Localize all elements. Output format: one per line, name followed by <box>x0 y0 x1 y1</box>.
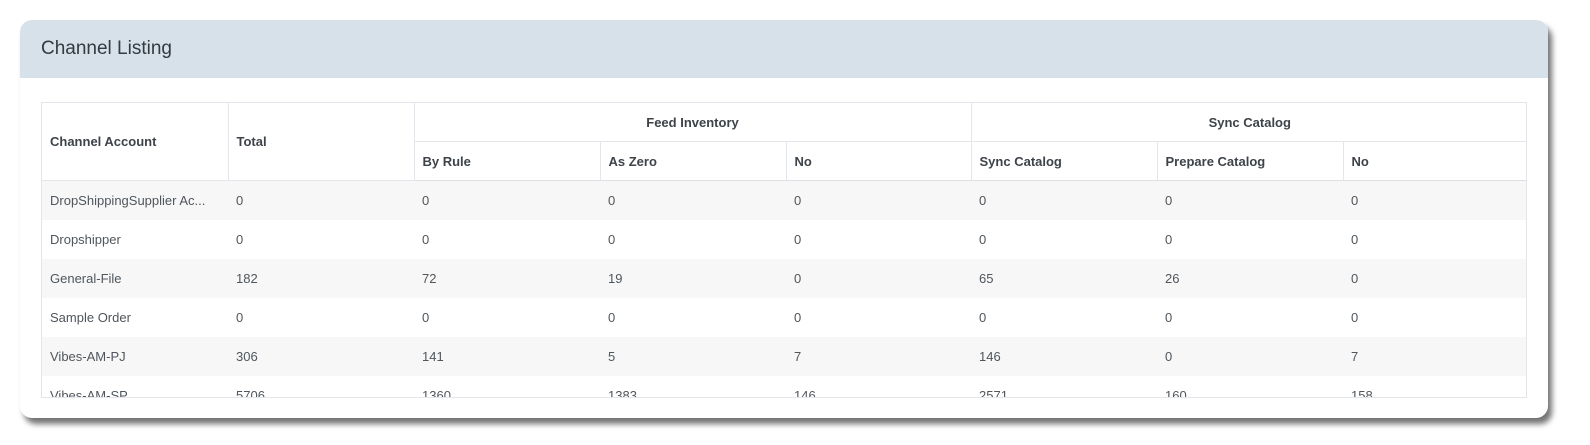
cell-sync-no: 7 <box>1343 337 1526 376</box>
table-row[interactable]: Vibes-AM-PJ 306 141 5 7 146 0 7 <box>42 337 1526 376</box>
cell-sync-no: 0 <box>1343 220 1526 259</box>
table-row[interactable]: Dropshipper 0 0 0 0 0 0 0 <box>42 220 1526 259</box>
cell-sync-no: 0 <box>1343 180 1526 220</box>
column-header-sync-no[interactable]: No <box>1343 141 1526 181</box>
card-title: Channel Listing <box>41 38 172 59</box>
column-header-channel-account[interactable]: Channel Account <box>42 103 229 181</box>
cell-feed-no: 0 <box>786 220 972 259</box>
table-header: Channel Account Total Feed Inventory Syn… <box>42 103 1526 181</box>
cell-prepare-catalog: 160 <box>1157 376 1344 397</box>
table-body: DropShippingSupplier Ac... 0 0 0 0 0 0 0… <box>42 180 1526 397</box>
cell-feed-no: 0 <box>786 259 972 298</box>
column-header-prepare-catalog[interactable]: Prepare Catalog <box>1157 141 1344 181</box>
cell-prepare-catalog: 26 <box>1157 259 1344 298</box>
cell-sync-catalog: 2571 <box>971 376 1158 397</box>
cell-sync-no: 158 <box>1343 376 1526 397</box>
cell-as-zero: 0 <box>600 298 786 337</box>
cell-prepare-catalog: 0 <box>1157 180 1344 220</box>
cell-total: 306 <box>228 337 414 376</box>
channel-table-container[interactable]: Channel Account Total Feed Inventory Syn… <box>41 102 1527 398</box>
cell-by-rule: 0 <box>414 180 600 220</box>
cell-sync-catalog: 65 <box>971 259 1158 298</box>
cell-prepare-catalog: 0 <box>1157 298 1344 337</box>
cell-feed-no: 146 <box>786 376 972 397</box>
channel-listing-card: Channel Listing Channel Account Total Fe… <box>20 20 1548 418</box>
cell-by-rule: 1360 <box>414 376 600 397</box>
table-row[interactable]: DropShippingSupplier Ac... 0 0 0 0 0 0 0 <box>42 180 1526 220</box>
group-header-feed-inventory: Feed Inventory <box>414 103 972 142</box>
column-header-by-rule[interactable]: By Rule <box>414 141 601 181</box>
cell-feed-no: 0 <box>786 180 972 220</box>
cell-channel: Vibes-AM-SP <box>42 376 228 397</box>
cell-channel: DropShippingSupplier Ac... <box>42 180 228 220</box>
cell-by-rule: 72 <box>414 259 600 298</box>
channel-table: Channel Account Total Feed Inventory Syn… <box>42 103 1526 397</box>
cell-sync-catalog: 0 <box>971 220 1158 259</box>
cell-total: 0 <box>228 220 414 259</box>
cell-sync-no: 0 <box>1343 298 1526 337</box>
cell-sync-catalog: 0 <box>971 298 1158 337</box>
cell-by-rule: 141 <box>414 337 600 376</box>
group-header-sync-catalog: Sync Catalog <box>971 103 1526 142</box>
column-header-total[interactable]: Total <box>228 103 415 181</box>
cell-sync-catalog: 0 <box>971 180 1158 220</box>
cell-total: 5706 <box>228 376 414 397</box>
cell-by-rule: 0 <box>414 298 600 337</box>
cell-by-rule: 0 <box>414 220 600 259</box>
cell-channel: Dropshipper <box>42 220 228 259</box>
table-row[interactable]: Vibes-AM-SP 5706 1360 1383 146 2571 160 … <box>42 376 1526 397</box>
cell-prepare-catalog: 0 <box>1157 220 1344 259</box>
table-row[interactable]: General-File 182 72 19 0 65 26 0 <box>42 259 1526 298</box>
cell-total: 182 <box>228 259 414 298</box>
cell-total: 0 <box>228 298 414 337</box>
cell-as-zero: 1383 <box>600 376 786 397</box>
table-row[interactable]: Sample Order 0 0 0 0 0 0 0 <box>42 298 1526 337</box>
cell-sync-no: 0 <box>1343 259 1526 298</box>
cell-as-zero: 5 <box>600 337 786 376</box>
column-header-sync-catalog[interactable]: Sync Catalog <box>971 141 1158 181</box>
cell-channel: Vibes-AM-PJ <box>42 337 228 376</box>
cell-total: 0 <box>228 180 414 220</box>
cell-channel: General-File <box>42 259 228 298</box>
cell-as-zero: 19 <box>600 259 786 298</box>
cell-feed-no: 7 <box>786 337 972 376</box>
card-header: Channel Listing <box>20 20 1548 78</box>
cell-prepare-catalog: 0 <box>1157 337 1344 376</box>
column-header-feed-no[interactable]: No <box>786 141 972 181</box>
cell-sync-catalog: 146 <box>971 337 1158 376</box>
cell-as-zero: 0 <box>600 180 786 220</box>
cell-as-zero: 0 <box>600 220 786 259</box>
cell-channel: Sample Order <box>42 298 228 337</box>
column-header-as-zero[interactable]: As Zero <box>600 141 787 181</box>
cell-feed-no: 0 <box>786 298 972 337</box>
